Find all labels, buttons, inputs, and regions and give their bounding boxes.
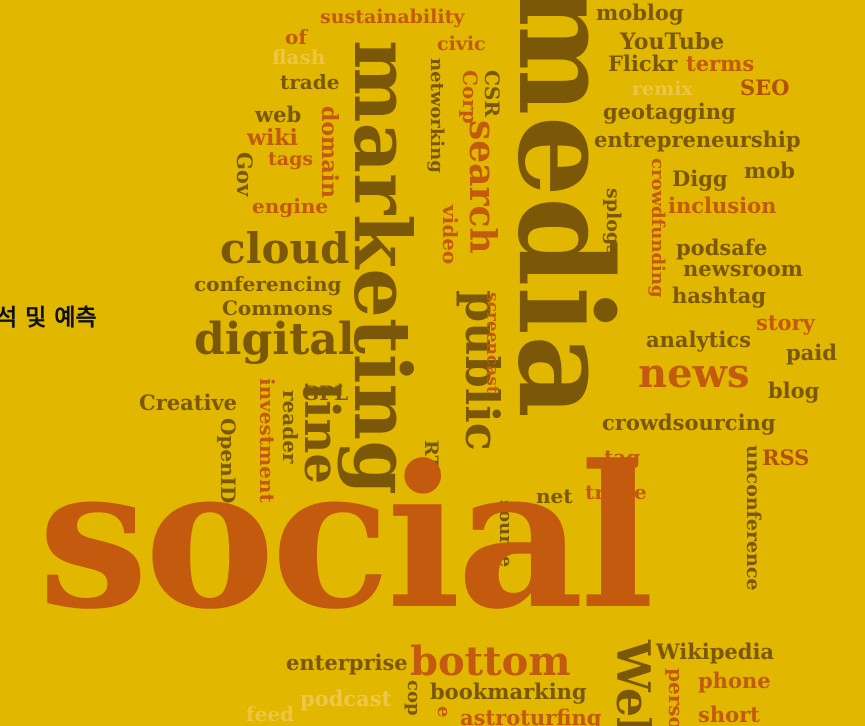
word-gov: Gov <box>232 152 257 197</box>
word-unconference: unconference <box>742 445 764 591</box>
word-flickr: Flickr <box>608 51 678 76</box>
word-news: news <box>638 350 750 397</box>
word-entrepreneurship: entrepreneurship <box>594 127 801 152</box>
word-analytics: analytics <box>646 327 751 352</box>
word-story: story <box>756 310 815 335</box>
word-blog: blog <box>768 378 820 403</box>
word-web: web <box>255 102 302 127</box>
word-social: social <box>38 423 654 653</box>
word-moblog: moblog <box>596 0 684 25</box>
word-corp: Corp <box>458 70 482 124</box>
word-commons: Commons <box>222 296 333 320</box>
word-paid: paid <box>786 340 837 365</box>
word-short: short <box>698 702 760 726</box>
word-newsroom: newsroom <box>683 256 803 281</box>
word-engine: engine <box>252 194 329 218</box>
word-feed: feed <box>246 702 295 726</box>
word-bookmarking: bookmarking <box>430 679 587 704</box>
word-crowdsourcing: crowdsourcing <box>602 410 776 435</box>
word-podsafe: podsafe <box>676 235 768 260</box>
word-terms: terms <box>686 51 755 76</box>
word-digital: digital <box>194 314 355 365</box>
word-perso: perso <box>664 668 688 726</box>
word-conferencing: conferencing <box>194 272 342 296</box>
word-video: video <box>438 205 462 265</box>
word-cloud: cloud <box>220 224 350 273</box>
word-tags: tags <box>268 148 314 170</box>
word-trade: trade <box>280 70 340 94</box>
word-net: net <box>536 484 573 508</box>
word-flash: flash <box>272 45 326 69</box>
word-astroturfing: astroturfing <box>460 705 602 726</box>
word-enterprise: enterprise <box>286 650 408 675</box>
word-hashtag: hashtag <box>672 283 766 308</box>
word-splogs: splogs <box>602 188 624 256</box>
word-web-bottom: Web <box>606 640 660 726</box>
word-wikipedia: Wikipedia <box>656 639 775 664</box>
word-bottom: bottom <box>410 638 571 685</box>
word-youtube: YouTube <box>620 29 725 55</box>
word-seo: SEO <box>740 75 790 100</box>
word-phone: phone <box>698 668 771 693</box>
word-crowdfunding: crowdfunding <box>647 158 668 298</box>
word-civic: civic <box>437 33 486 55</box>
word-creative: Creative <box>139 390 237 415</box>
word-wiki: wiki <box>247 125 298 151</box>
word-rss: RSS <box>762 445 810 470</box>
word-digg: Digg <box>672 166 728 191</box>
word-of: of <box>285 25 307 49</box>
word-cop: cop <box>403 680 424 716</box>
word-triple: triple <box>585 480 647 504</box>
word-e: e <box>433 706 454 718</box>
word-tag: tag <box>604 445 641 469</box>
word-gpl: GPL <box>302 381 349 405</box>
word-podcast: podcast <box>300 686 392 711</box>
word-networking: networking <box>426 58 447 173</box>
word-sustainability: sustainability <box>320 6 465 28</box>
word-geotagging: geotagging <box>603 99 736 124</box>
word-mob: mob <box>744 158 795 183</box>
word-inclusion: inclusion <box>668 193 777 218</box>
word-remix: remix <box>632 78 693 100</box>
overlay-caption: 석 및 예측 <box>0 305 97 331</box>
